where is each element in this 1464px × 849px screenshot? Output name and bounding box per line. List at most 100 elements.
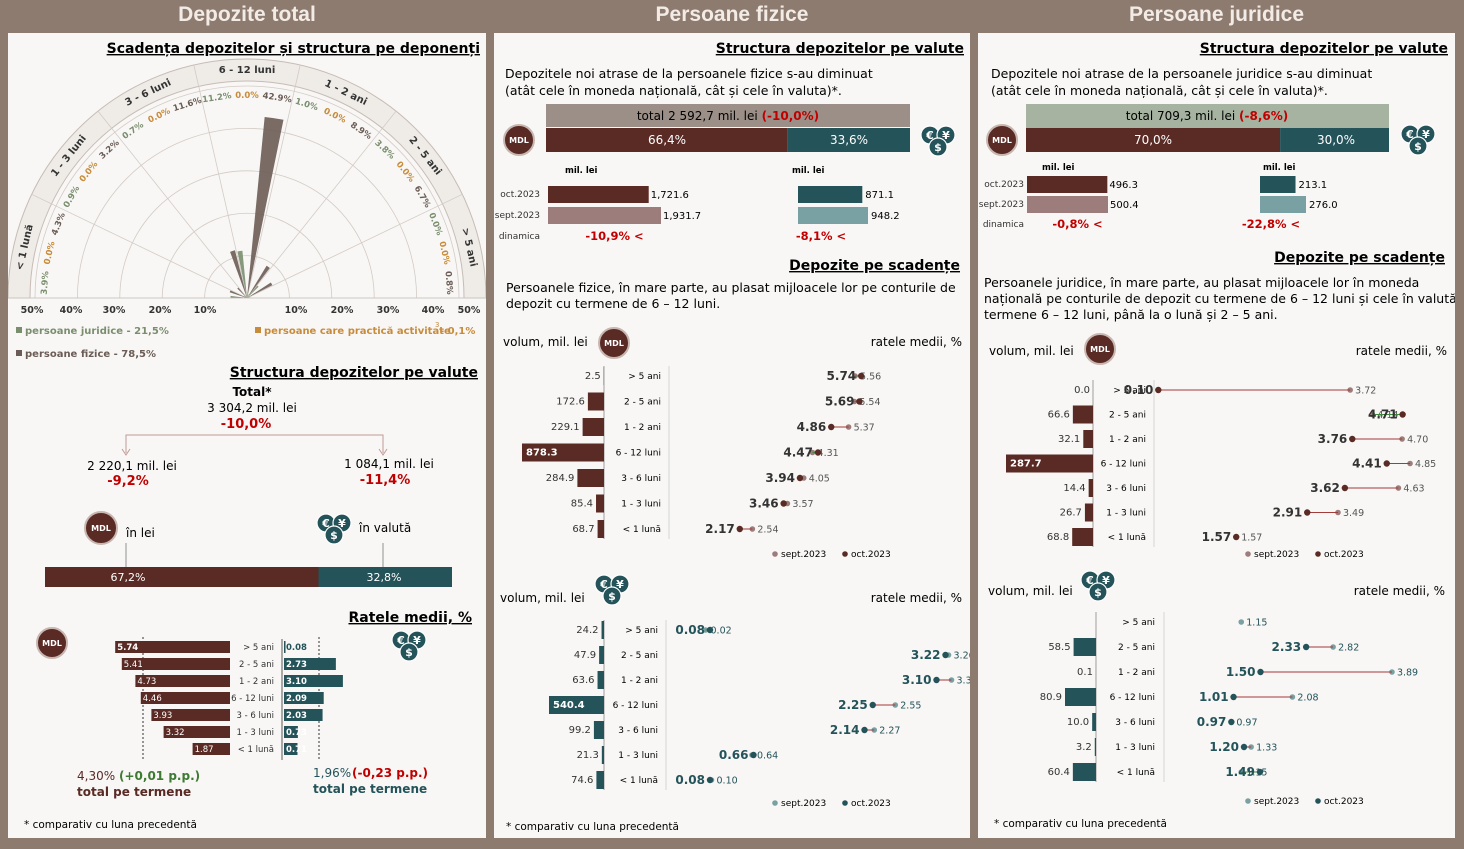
volume-value: 21.3 <box>577 750 599 761</box>
radar-value-label: 0.9% <box>62 184 83 210</box>
rate-sep-dot <box>871 727 878 733</box>
volume-value: 26.7 <box>1060 508 1082 519</box>
svg-text:MDL: MDL <box>91 524 111 533</box>
mdl-rate-label: 3.93 <box>153 711 172 721</box>
radar-value-label: 6.7% <box>412 184 433 210</box>
rate-label: ratele medii, % <box>871 591 962 605</box>
volume-value: 14.4 <box>1063 483 1085 494</box>
volume-bar <box>522 443 604 462</box>
legend-sep-dot <box>772 800 778 806</box>
mdl-rate-bar <box>115 641 230 653</box>
split-connector <box>125 434 384 453</box>
lei-struct-bar <box>1027 196 1108 213</box>
rate-sep-value: 1.15 <box>1246 618 1267 629</box>
radar-bar <box>243 295 247 298</box>
rate-oct-dot <box>1399 411 1406 418</box>
radar-axis-label: 30% <box>103 305 126 316</box>
maturity-category: 6 - 12 luni <box>613 701 658 711</box>
rate-oct-value: 1.01 <box>1199 690 1229 704</box>
maturity-category: < 1 lună <box>1108 533 1146 543</box>
val-rate-label: 0.73 <box>286 728 307 738</box>
coin-glyph: ¥ <box>1102 574 1110 587</box>
val-rate-bar <box>284 658 336 670</box>
pj-total: total 709,3 mil. lei (-8,6%) <box>1126 109 1289 123</box>
rate-oct-dot <box>814 449 822 456</box>
rate-oct-value: 0.97 <box>1197 715 1227 729</box>
volume-bar <box>597 520 604 538</box>
pj-currency-icon: € ¥$ <box>1400 124 1436 156</box>
pf-mdl-icon: MDL <box>503 124 535 156</box>
val-struct-value: 871.1 <box>865 190 894 201</box>
radar-value-label: 11.2% <box>202 91 233 105</box>
panel-total: Scadența depozitelor și structura pe dep… <box>8 33 486 838</box>
pf-structure-bars: mil. lei mil. lei oct.2023 sept.2023 dinamic… <box>495 166 900 243</box>
volume-value: 284.9 <box>546 473 575 484</box>
radar-value-label: 0.0% <box>426 211 444 237</box>
radar-value-label: 0.0% <box>394 160 417 185</box>
volume-value: 287.7 <box>1010 459 1042 470</box>
rate-oct-dot <box>1349 435 1356 443</box>
coin <box>602 586 622 606</box>
coin-glyph: $ <box>1094 586 1102 599</box>
val-struct-bar <box>1260 196 1306 213</box>
radar-value-label: 3.9% <box>40 270 52 295</box>
rate-oct-dot <box>828 423 835 431</box>
radar-bar <box>247 116 284 298</box>
pj-total-bar <box>1026 104 1389 128</box>
lei-struct-bar <box>548 207 661 224</box>
rate-oct-dot <box>706 626 714 634</box>
val-struct-value: 948.2 <box>871 211 900 222</box>
radar-spoke <box>246 64 301 299</box>
rate-sep-value: 0.10 <box>717 776 738 787</box>
val-struct-bar <box>798 207 868 224</box>
mdl-icon <box>598 327 630 359</box>
rate-oct-value: 0.08 <box>675 623 705 637</box>
val-rate-label: 2.03 <box>286 711 307 721</box>
rate-oct-value: 2.33 <box>1272 640 1302 654</box>
pf-lei-pct: 66,4% <box>648 133 686 147</box>
mdl-rate-label: 5.74 <box>117 643 138 653</box>
legend-pa-sup: 3 <box>435 321 439 329</box>
rate-sep-value: 0.64 <box>757 751 778 762</box>
radar-bar <box>237 287 247 298</box>
row-label: sept.2023 <box>495 211 540 221</box>
mdl-icon-text: MDL <box>604 339 624 348</box>
mdl-icon-2: MDL <box>36 627 68 659</box>
pf-mat-text1: Persoanele fizice, în mare parte, au pla… <box>506 280 956 295</box>
maturity-category: 1 - 3 luni <box>618 751 658 761</box>
radar-value-label: 0.7% <box>121 120 147 142</box>
rate-sep-value: 2.55 <box>900 701 921 712</box>
mdl-rate-bar <box>140 692 230 704</box>
pj-val-pct: 30,0% <box>1317 133 1355 147</box>
radar-bar <box>247 265 270 298</box>
volume-value: 3.2 <box>1076 742 1092 753</box>
rate-oct-value: 0.66 <box>719 748 749 762</box>
currency-icon-2: € ¥$ <box>391 630 427 662</box>
maturity-category: 3 - 6 luni <box>1115 718 1155 728</box>
val-rate-label: 0.71 <box>286 745 307 755</box>
pf-mat-text2: depozit cu termene de 6 – 12 luni. <box>506 296 720 311</box>
rate-sep-value: 5.37 <box>854 423 875 434</box>
coin-glyph: $ <box>1414 140 1422 153</box>
legend-sep: sept.2023 <box>781 550 826 560</box>
maturity-category: > 5 ani <box>628 372 661 382</box>
pj-mat-text2: națională pe conturile de depozit cu ter… <box>984 291 1455 306</box>
lei-dynamics: -0,8% < <box>1052 217 1102 231</box>
val-rate-label: 3.10 <box>286 677 307 687</box>
mdl-rate-bar <box>192 743 230 755</box>
maturity-category: 6 - 12 luni <box>616 449 661 459</box>
row-label: oct.2023 <box>984 180 1024 190</box>
rate-sep-dot <box>1369 411 1376 418</box>
pf-text2: (atât cele în moneda națională, cât și c… <box>505 83 842 98</box>
coin-glyph: € <box>599 578 608 591</box>
maturity-category: 6 - 12 luni <box>1101 460 1146 470</box>
coin <box>324 525 344 545</box>
total-change: -10,0% <box>221 417 272 432</box>
volume-value: 0.0 <box>1074 385 1090 396</box>
pf-maturity-charts: volum, mil. lei ratele medii, % MDL 2.5 > 5 … <box>500 327 970 809</box>
radar-value-label: 8.9% <box>348 120 374 142</box>
legend-pf-swatch <box>16 350 22 356</box>
maturity-category: > 5 ani <box>1122 618 1155 628</box>
rate-oct-value: 1.57 <box>1202 530 1232 544</box>
volume-value: 2.5 <box>585 371 601 382</box>
